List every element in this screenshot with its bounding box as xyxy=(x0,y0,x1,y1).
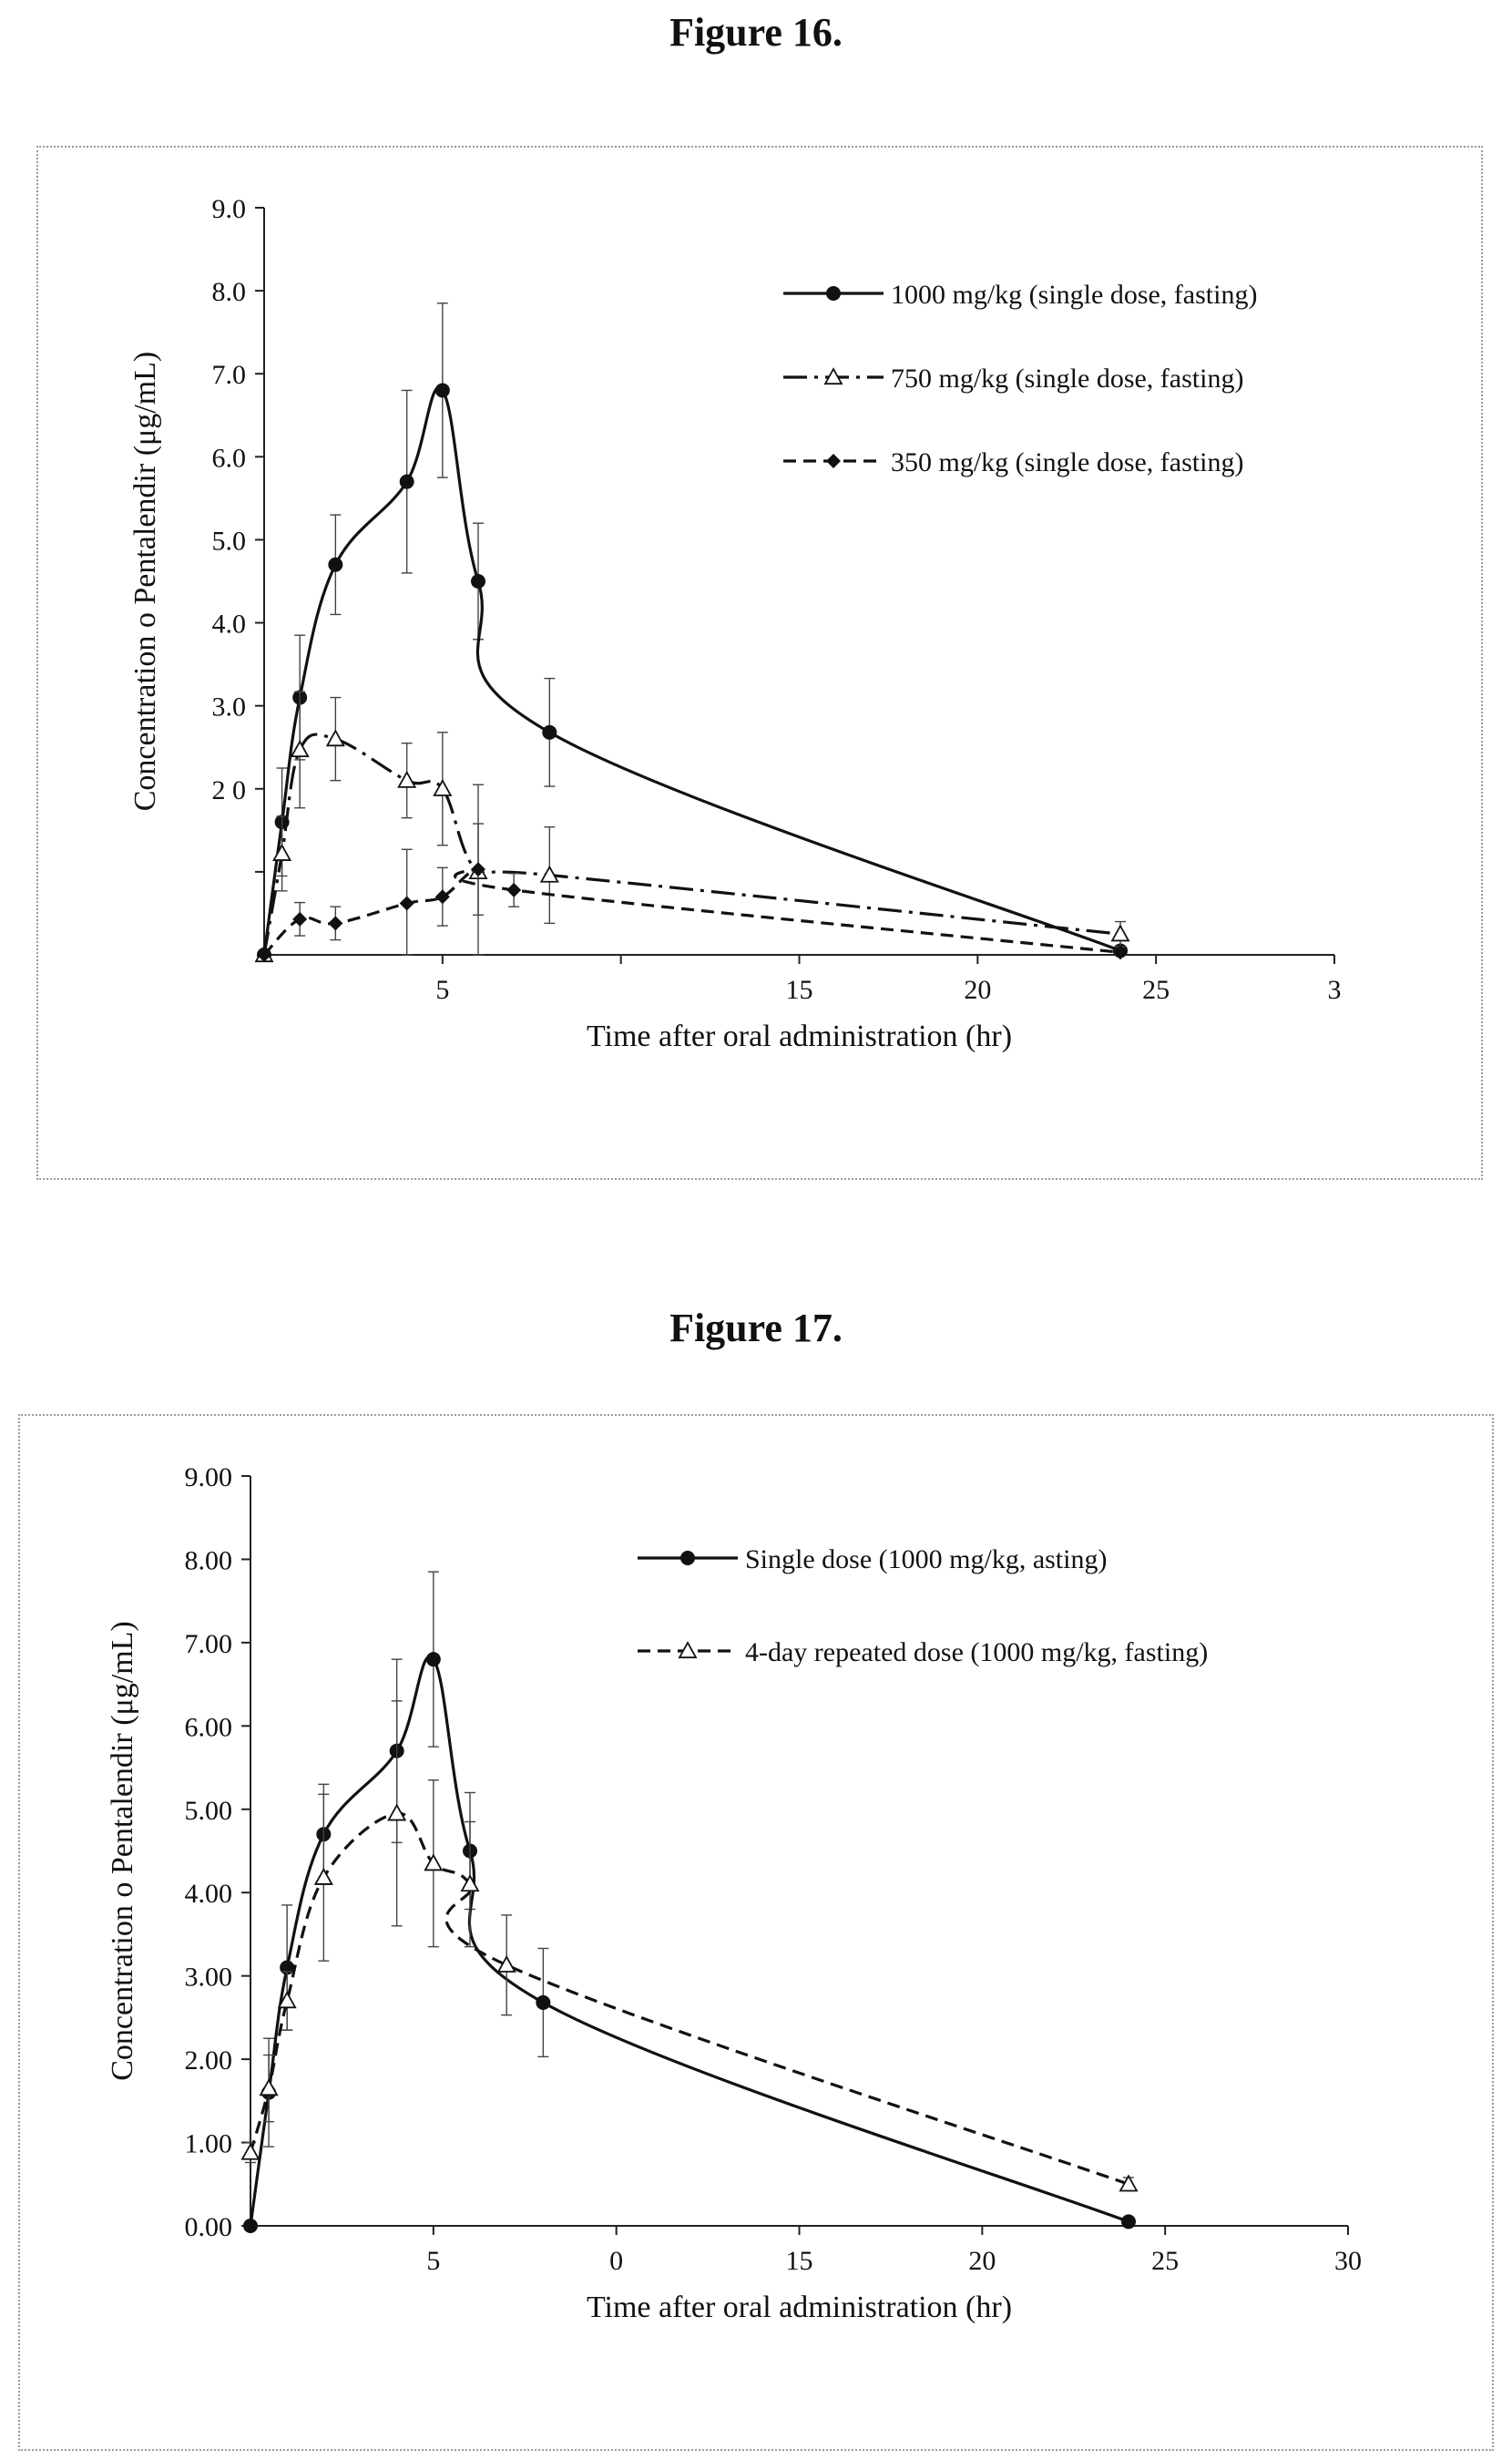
fig16-legend-item-0: 1000 mg/kg (single dose, fasting) xyxy=(783,280,1257,310)
data-point xyxy=(328,557,343,572)
fig17-legend-item-0: Single dose (1000 mg/kg, asting) xyxy=(638,1544,1107,1574)
figure-16-panel xyxy=(36,146,1483,1180)
data-point xyxy=(496,1954,516,1973)
figure-17-panel xyxy=(18,1414,1494,2451)
series-line xyxy=(249,1811,1129,2186)
fig17-y-tick-label: 3.00 xyxy=(185,1963,233,1993)
data-point xyxy=(243,2219,258,2233)
data-point xyxy=(399,474,414,489)
data-point xyxy=(313,1867,333,1885)
figure-16-title: Figure 16. xyxy=(669,10,843,55)
fig17-y-tick-label: 2.00 xyxy=(185,2045,233,2076)
data-point xyxy=(257,948,271,962)
series-line xyxy=(262,386,1121,956)
fig17-x-tick-label: 20 xyxy=(968,2246,996,2276)
fig16-y-axis-label: Concentration o Pentalendir (μg/mL) xyxy=(128,352,162,812)
fig17-y-tick-label: 9.00 xyxy=(185,1462,233,1492)
fig17-x-tick-label: 30 xyxy=(1334,2246,1362,2276)
data-point xyxy=(277,1991,297,2009)
data-point xyxy=(536,1994,551,2010)
data-point xyxy=(471,574,485,589)
data-point xyxy=(292,911,308,927)
fig17-series-1 xyxy=(240,1700,1139,2192)
fig16-x-tick-label: 5 xyxy=(435,975,449,1005)
fig17-y-axis-label: Concentration o Pentalendir (μg/mL) xyxy=(106,1621,139,2081)
fig16-x-tick-label: 25 xyxy=(1142,975,1170,1005)
series-line xyxy=(249,1655,1129,2227)
fig17-x-tick-label: 0 xyxy=(609,2246,623,2276)
data-point xyxy=(387,1803,407,1821)
fig17-y-tick-label: 1.00 xyxy=(185,2129,233,2159)
fig17-x-tick-label: 5 xyxy=(426,2246,440,2276)
data-point xyxy=(1113,945,1128,960)
legend-marker xyxy=(823,367,843,385)
legend-label: 350 mg/kg (single dose, fasting) xyxy=(891,447,1243,477)
fig17-series-0 xyxy=(243,1571,1136,2233)
fig17-y-tick-label: 0.00 xyxy=(185,2212,233,2242)
data-point xyxy=(506,882,522,897)
data-point xyxy=(325,729,345,747)
data-point xyxy=(1110,924,1130,942)
fig17-legend-item-1: 4-day repeated dose (1000 mg/kg, fasting… xyxy=(638,1637,1208,1667)
legend-marker xyxy=(678,1641,698,1659)
fig16-y-tick-label: 6.0 xyxy=(212,443,247,473)
fig17-y-tick-label: 5.00 xyxy=(185,1796,233,1826)
fig17-x-tick-label: 15 xyxy=(786,2246,813,2276)
fig16-series-2 xyxy=(257,823,1128,962)
figure-17-title: Figure 17. xyxy=(669,1306,843,1350)
data-point xyxy=(1119,2174,1139,2192)
fig16-y-tick-label: 5.0 xyxy=(212,526,247,556)
data-point xyxy=(240,2142,261,2160)
fig16-legend-item-2: 350 mg/kg (single dose, fasting) xyxy=(783,447,1243,477)
fig16-y-tick-label: 7.0 xyxy=(212,360,247,390)
data-point xyxy=(434,889,450,905)
data-point xyxy=(399,896,414,911)
data-point xyxy=(259,2078,279,2096)
fig17-x-tick-label: 25 xyxy=(1151,2246,1179,2276)
data-point xyxy=(1121,2214,1136,2229)
fig16-y-tick-label: 8.0 xyxy=(212,277,247,307)
data-point xyxy=(539,865,559,883)
data-point xyxy=(425,1652,441,1667)
fig16-x-tick-label: 3 xyxy=(1328,975,1342,1005)
fig16-legend-item-1: 750 mg/kg (single dose, fasting) xyxy=(783,364,1243,394)
data-point xyxy=(471,862,485,877)
fig16-x-tick-label: 20 xyxy=(964,975,991,1005)
legend-marker xyxy=(826,286,841,301)
fig17-x-axis-label: Time after oral administration (hr) xyxy=(587,2291,1012,2324)
fig16-x-tick-label: 15 xyxy=(786,975,813,1005)
fig16-y-tick-label: 2 0 xyxy=(212,775,247,805)
legend-label: 750 mg/kg (single dose, fasting) xyxy=(891,364,1243,394)
data-point xyxy=(290,740,310,758)
fig17-y-tick-label: 6.00 xyxy=(185,1712,233,1742)
data-point xyxy=(433,778,453,796)
legend-label: Single dose (1000 mg/kg, asting) xyxy=(745,1544,1107,1574)
legend-label: 1000 mg/kg (single dose, fasting) xyxy=(891,280,1257,310)
data-point xyxy=(460,1874,480,1892)
fig17-y-tick-label: 4.00 xyxy=(185,1879,233,1909)
legend-label: 4-day repeated dose (1000 mg/kg, fasting… xyxy=(745,1637,1208,1667)
data-point xyxy=(272,843,292,861)
data-point xyxy=(542,724,557,740)
fig16-y-tick-label: 4.0 xyxy=(212,610,247,640)
data-point xyxy=(424,1853,444,1871)
series-line xyxy=(262,867,1121,957)
fig17-y-tick-label: 7.00 xyxy=(185,1629,233,1659)
fig16-axes: 2 0 3.0 4.0 5.0 6.0 7.0 8.0 9.0 5 15 20 25 3 Time aft… xyxy=(128,194,1342,1053)
legend-marker xyxy=(826,454,841,468)
fig16-y-tick-label: 3.0 xyxy=(212,692,247,723)
fig16-x-axis-label: Time after oral administration (hr) xyxy=(587,1020,1012,1053)
legend-marker xyxy=(680,1551,695,1565)
fig17-axes: 0.00 1.00 2.00 3.00 4.00 5.00 6.00 7.00 8.00 9.00… xyxy=(106,1462,1362,2324)
fig17-y-tick-label: 8.00 xyxy=(185,1545,233,1575)
data-point xyxy=(434,383,450,398)
fig16-y-tick-label: 9.0 xyxy=(212,194,247,224)
data-point xyxy=(328,916,343,931)
data-point xyxy=(397,770,417,788)
